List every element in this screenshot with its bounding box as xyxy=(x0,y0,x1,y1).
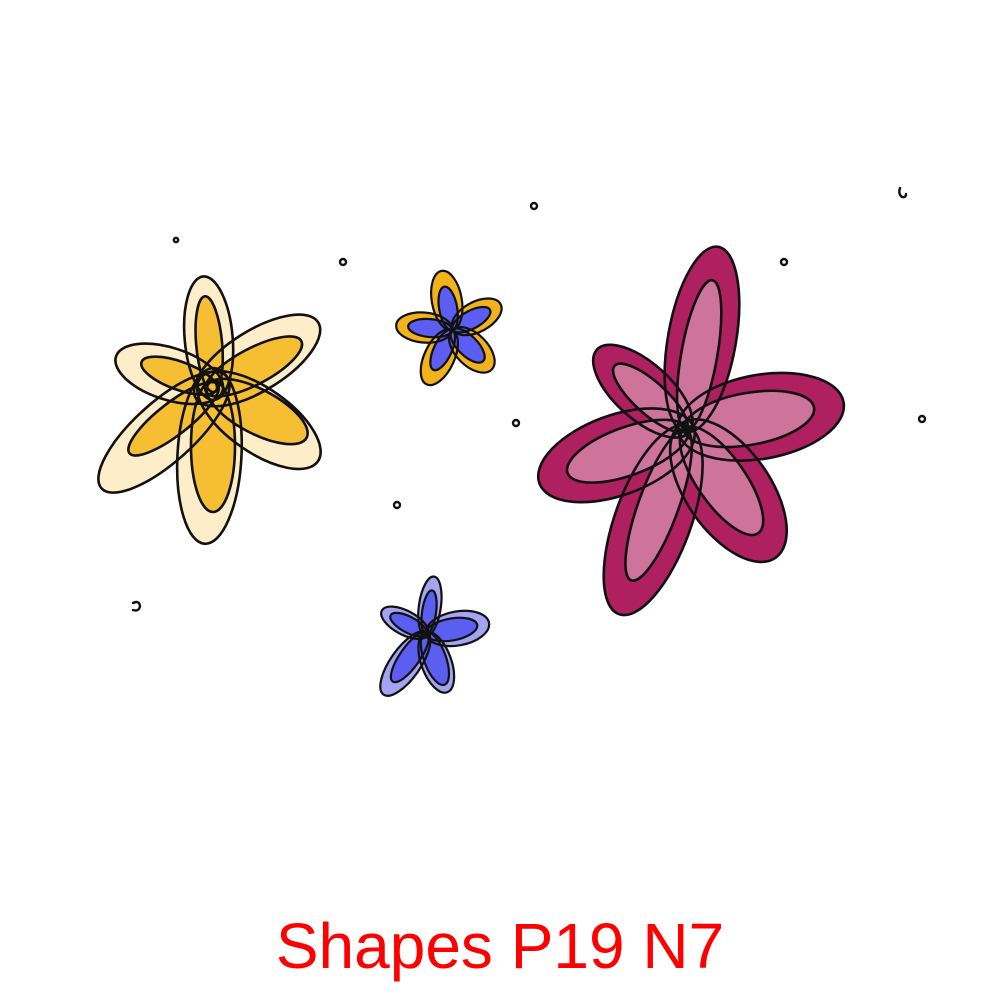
flower-large-magenta-icon xyxy=(536,245,846,617)
caption-label: Shapes P19 N7 xyxy=(275,910,725,982)
flower-small-blue-icon xyxy=(379,575,491,697)
dot-icon xyxy=(392,500,402,510)
dot-icon xyxy=(898,186,908,199)
flower-large-yellow-icon xyxy=(97,275,322,546)
dot-icon xyxy=(131,600,142,612)
dot-icon xyxy=(172,236,180,244)
dot-icon xyxy=(511,418,521,428)
flower-small-yellow-blue-icon xyxy=(395,269,503,387)
dot-icon xyxy=(917,414,927,424)
dot-icon xyxy=(779,257,789,267)
dots-icon xyxy=(131,186,927,612)
dot-icon xyxy=(338,257,348,267)
dot-icon xyxy=(529,201,539,211)
